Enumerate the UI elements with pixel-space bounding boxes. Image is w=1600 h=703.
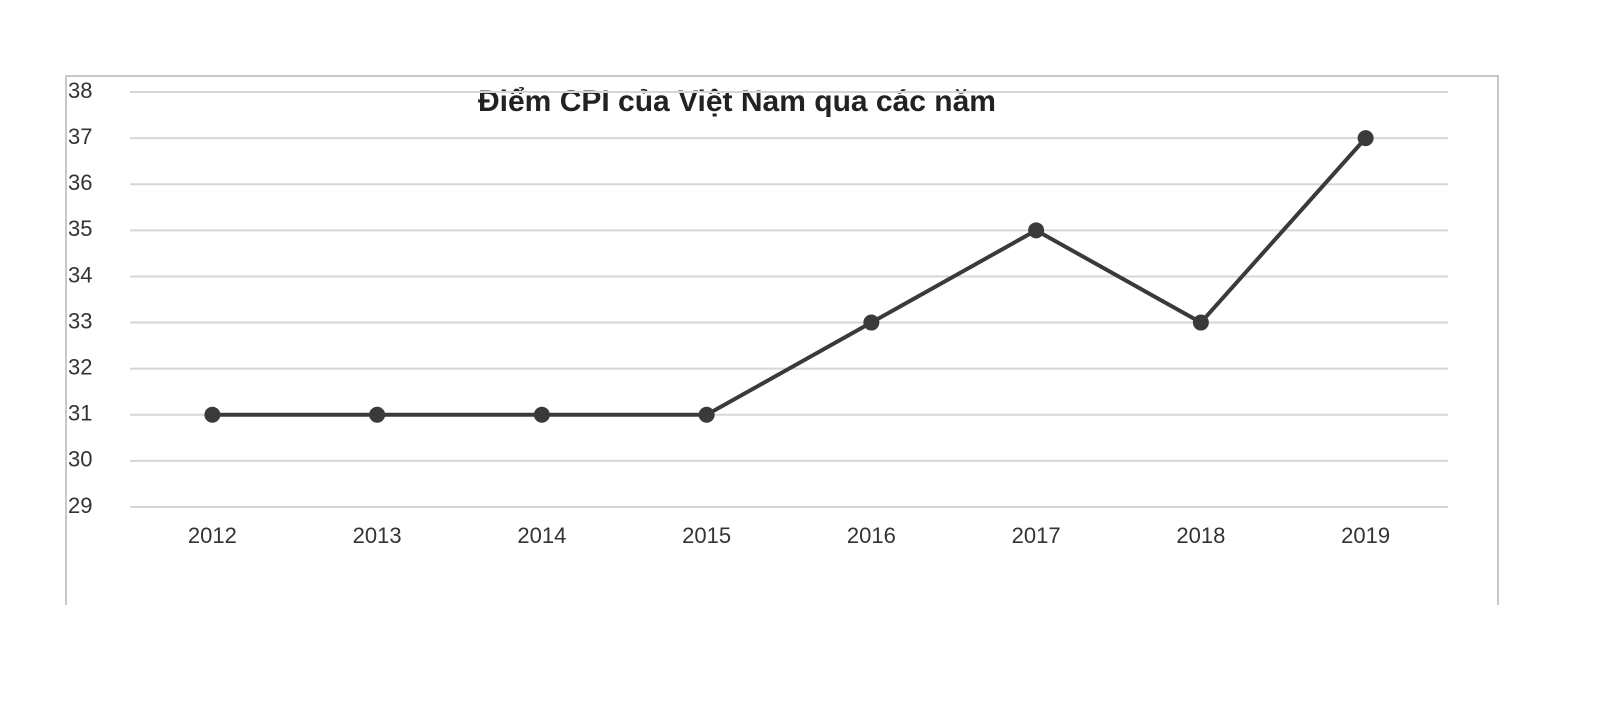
- y-tick-label: 36: [68, 170, 92, 195]
- x-tick-label: 2015: [682, 523, 731, 548]
- y-tick-label: 37: [68, 124, 92, 149]
- x-tick-label: 2013: [353, 523, 402, 548]
- data-point: [698, 406, 715, 423]
- y-tick-label: 29: [68, 493, 92, 518]
- y-tick-label: 31: [68, 401, 92, 426]
- chart-frame: [65, 75, 1499, 605]
- data-point: [863, 314, 880, 331]
- x-tick-label: 2018: [1176, 523, 1225, 548]
- data-point: [204, 406, 221, 423]
- x-tick-label: 2019: [1341, 523, 1390, 548]
- x-tick-label: 2017: [1012, 523, 1061, 548]
- x-tick-label: 2014: [517, 523, 566, 548]
- data-point: [1028, 222, 1045, 239]
- x-tick-label: 2016: [847, 523, 896, 548]
- x-tick-label: 2012: [188, 523, 237, 548]
- data-point: [533, 406, 550, 423]
- data-point: [1192, 314, 1209, 331]
- data-point: [1357, 130, 1374, 147]
- chart-title: Điểm CPI của Việt Nam qua các năm: [478, 85, 996, 118]
- y-tick-label: 35: [68, 216, 92, 241]
- y-tick-label: 33: [68, 308, 92, 333]
- y-tick-label: 30: [68, 447, 92, 472]
- y-tick-label: 32: [68, 354, 92, 379]
- data-line: [212, 136, 1368, 417]
- y-tick-label: 38: [68, 78, 92, 103]
- data-point: [369, 406, 386, 423]
- y-tick-label: 34: [68, 262, 92, 287]
